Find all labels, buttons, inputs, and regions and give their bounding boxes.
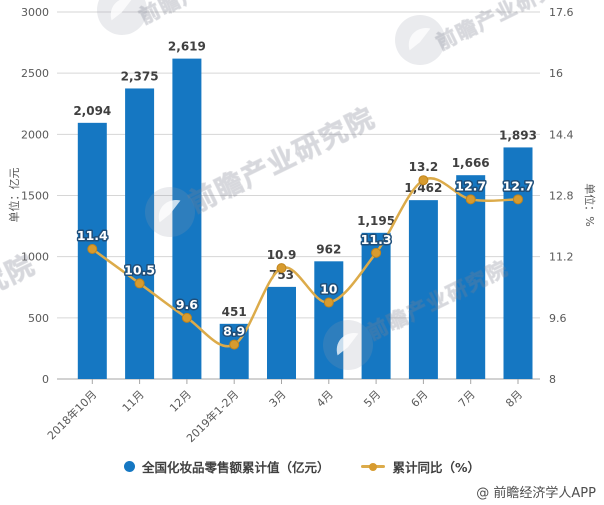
right-axis-tick-label: 8 [549,373,556,386]
bar-value-label: 1,893 [499,128,537,142]
bar-11月[interactable] [125,88,155,379]
x-axis-label: 6月 [409,388,431,410]
bar-value-label: 1,195 [357,214,395,228]
bar-4月[interactable] [314,261,344,379]
legend-bar-label: 全国化妆品零售额累计值（亿元） [141,460,330,475]
left-axis-tick-label: 3000 [21,6,49,19]
line-value-label: 12.7 [455,178,486,193]
line-point[interactable] [418,175,429,186]
right-axis-tick-label: 12.8 [549,190,574,203]
bar-value-label: 2,094 [73,104,111,118]
line-series-marker-icon [361,462,386,471]
x-axis-label: 4月 [314,388,336,410]
line-value-label: 10.9 [267,248,297,262]
bar-value-label: 1,462 [404,181,442,195]
left-axis-tick-label: 1500 [21,190,49,203]
bar-value-label: 962 [316,242,341,256]
bar-12月[interactable] [172,58,202,379]
legend: 全国化妆品零售额累计值（亿元） 累计同比（%） [0,457,604,476]
line-value-label: 9.6 [176,297,198,312]
right-axis-tick-label: 17.6 [549,6,574,19]
line-point[interactable] [87,244,98,255]
legend-item-bar-series[interactable]: 全国化妆品零售额累计值（亿元） [123,457,330,476]
bar-6月[interactable] [408,200,438,379]
line-point[interactable] [513,194,523,205]
right-axis-tick-label: 16 [549,67,563,80]
left-axis-tick-label: 0 [42,373,49,386]
x-axis-label: 11月 [120,388,147,415]
left-axis-tick-label: 2500 [21,67,49,80]
line-series-path [91,177,519,348]
line-value-label: 11.3 [361,232,392,247]
left-axis-tick-label: 1000 [21,251,49,264]
source-credit: @ 前瞻经济学人APP [476,486,596,501]
line-value-label: 10.5 [124,262,155,277]
right-axis-tick-label: 11.2 [549,251,574,264]
bar-value-label: 2,619 [168,40,206,54]
combo-chart-plot: 0 8 500 9.6 1000 11.2 1500 12.8 2000 14.4 2500 16 30… [21,6,574,445]
line-value-label: 13.2 [409,160,439,174]
line-point[interactable] [465,194,476,205]
x-axis-label: 2018年10月 [44,387,99,442]
bar-value-label: 753 [269,268,294,282]
line-point[interactable] [181,312,192,323]
left-axis-tick-label: 2000 [21,128,49,141]
legend-item-line-series[interactable]: 累计同比（%） [361,457,480,476]
x-axis-label: 3月 [267,388,289,410]
left-axis-title: 单位：亿元 [8,167,21,223]
legend-line-label: 累计同比（%） [392,460,481,475]
bar-value-label: 451 [222,305,247,319]
x-axis-label: 8月 [503,388,525,410]
line-value-label: 12.7 [503,178,534,193]
x-axis-label: 7月 [456,388,478,410]
bar-7月[interactable] [456,175,486,379]
line-point[interactable] [276,263,287,274]
line-value-label: 11.4 [77,228,108,243]
right-axis-tick-label: 9.6 [549,312,567,325]
line-point[interactable] [323,297,334,308]
right-axis-title: 单位：% [583,183,596,227]
bar-value-label: 2,375 [121,69,159,83]
line-point[interactable] [134,278,145,289]
line-point[interactable] [229,339,240,350]
bar-3月[interactable] [267,286,296,379]
line-value-label: 8.9 [223,324,245,339]
right-axis-tick-label: 14.4 [549,128,574,141]
bar-series-marker-icon [123,461,135,472]
bar-8月[interactable] [503,147,533,379]
bar-value-label: 1,666 [452,156,490,170]
x-axis-label: 5月 [361,388,383,410]
x-axis-label: 12月 [167,388,194,415]
line-point[interactable] [371,247,382,258]
line-value-label: 10 [320,282,338,297]
left-axis-tick-label: 500 [28,312,49,325]
